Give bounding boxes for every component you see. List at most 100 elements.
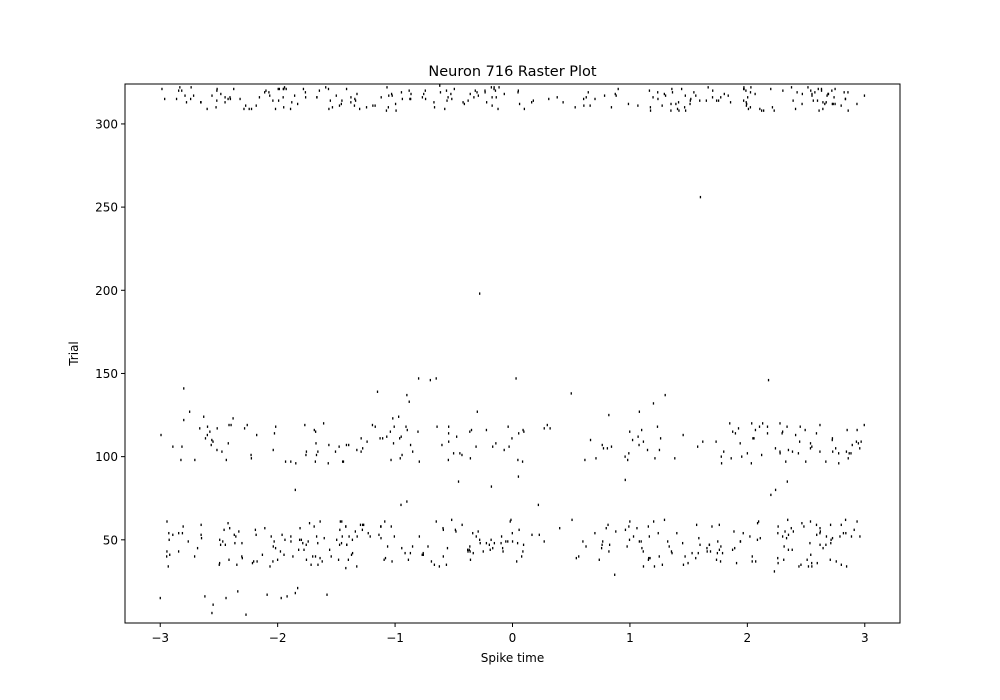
spike-marker	[762, 109, 765, 112]
spike-marker	[658, 448, 661, 452]
spike-marker	[624, 455, 626, 458]
spike-marker	[689, 99, 691, 102]
spike-marker	[436, 425, 438, 428]
spike-marker	[475, 535, 477, 538]
spike-marker	[756, 521, 759, 525]
spike-marker	[168, 538, 170, 542]
spike-marker	[304, 91, 307, 94]
spike-marker	[806, 558, 808, 561]
spike-marker	[181, 531, 184, 535]
spike-marker	[286, 595, 288, 598]
spike-marker	[475, 445, 477, 448]
spike-marker	[380, 96, 382, 99]
spike-marker	[684, 94, 686, 97]
spike-marker	[575, 556, 577, 560]
spike-marker	[746, 102, 748, 106]
spike-marker	[742, 531, 744, 535]
spike-marker	[218, 561, 221, 565]
spike-marker	[833, 96, 835, 99]
spike-marker	[546, 423, 548, 427]
spike-marker	[360, 437, 362, 440]
spike-marker	[312, 555, 314, 558]
spike-marker	[494, 89, 497, 92]
spike-marker	[441, 443, 443, 447]
spike-marker	[254, 528, 257, 532]
spike-marker	[708, 543, 710, 547]
spike-marker	[777, 531, 779, 535]
spike-marker	[801, 521, 803, 525]
spike-marker	[648, 89, 651, 92]
spike-marker	[786, 480, 788, 483]
spike-marker	[305, 558, 308, 561]
spike-marker	[356, 565, 358, 568]
spike-marker	[335, 94, 337, 97]
spike-marker	[410, 92, 412, 96]
spike-marker	[408, 89, 410, 92]
x-tick-label: 1	[626, 631, 634, 645]
spike-marker	[292, 555, 294, 558]
spike-marker	[235, 535, 237, 538]
spike-marker	[392, 442, 395, 445]
spike-marker	[647, 525, 649, 528]
spike-marker	[751, 422, 753, 425]
spike-marker	[409, 443, 412, 447]
spike-marker	[631, 438, 634, 442]
spike-marker	[338, 543, 341, 547]
spike-marker	[642, 550, 644, 553]
spike-marker	[442, 555, 444, 558]
spike-marker	[219, 543, 222, 547]
spike-marker	[348, 535, 350, 538]
spike-marker	[608, 550, 610, 553]
spike-marker	[511, 540, 514, 543]
spike-marker	[642, 565, 645, 568]
spike-marker	[341, 520, 343, 523]
spike-marker	[522, 550, 524, 553]
spike-marker	[582, 540, 584, 543]
spike-marker	[851, 443, 853, 447]
spike-marker	[822, 546, 824, 550]
spike-marker	[614, 92, 616, 96]
spike-marker	[785, 536, 788, 540]
spike-marker	[615, 530, 617, 533]
spike-marker	[230, 423, 232, 427]
spike-marker	[516, 541, 519, 545]
spike-marker	[783, 558, 785, 561]
spike-marker	[200, 101, 202, 104]
spike-marker	[433, 101, 435, 104]
spike-marker	[747, 107, 750, 111]
spike-marker	[681, 541, 684, 545]
spike-marker	[779, 452, 781, 455]
spike-marker	[657, 531, 659, 535]
spike-marker	[840, 563, 842, 566]
spike-marker	[399, 437, 401, 440]
spike-marker	[319, 556, 321, 560]
spike-marker	[277, 99, 280, 102]
spike-marker	[228, 558, 230, 561]
spike-marker	[773, 109, 775, 112]
spike-marker	[280, 596, 282, 600]
spike-marker	[614, 573, 616, 576]
spike-marker	[446, 99, 448, 102]
spike-marker	[317, 450, 319, 453]
spike-marker	[168, 531, 170, 535]
spike-marker	[652, 96, 654, 99]
spike-marker	[674, 457, 676, 460]
spike-marker	[387, 106, 390, 109]
spike-marker	[422, 551, 424, 555]
spike-marker	[587, 91, 589, 94]
spike-marker	[337, 558, 340, 561]
spike-marker	[490, 538, 492, 542]
y-tick-label: 150	[95, 367, 118, 381]
spike-marker	[809, 442, 812, 445]
spike-marker	[246, 423, 248, 427]
spike-marker	[488, 543, 490, 547]
spike-marker	[610, 445, 613, 448]
spike-marker	[401, 97, 404, 101]
spike-marker	[819, 530, 821, 533]
spike-marker	[815, 523, 818, 527]
spike-marker	[641, 546, 643, 550]
spike-marker	[830, 541, 832, 545]
spike-marker	[495, 96, 497, 99]
spike-marker	[680, 87, 683, 91]
spike-marker	[417, 430, 419, 433]
